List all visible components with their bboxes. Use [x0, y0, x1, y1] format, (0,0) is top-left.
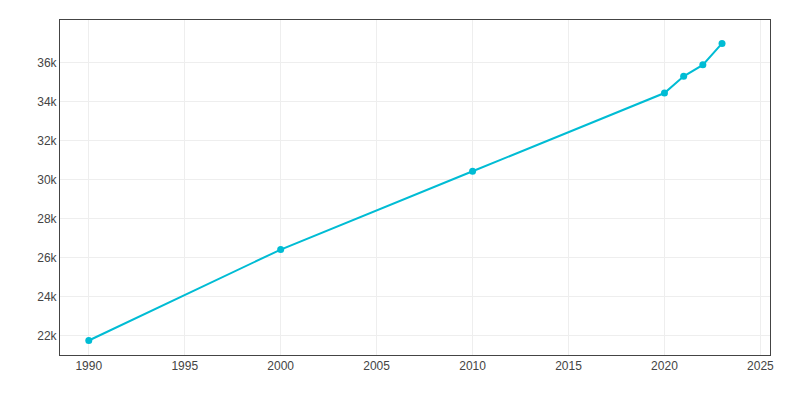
svg-text:2000: 2000	[267, 359, 294, 373]
svg-text:2025: 2025	[747, 359, 774, 373]
svg-text:2010: 2010	[459, 359, 486, 373]
svg-text:28k: 28k	[37, 212, 57, 226]
svg-text:22k: 22k	[37, 329, 57, 343]
svg-text:32k: 32k	[37, 134, 57, 148]
svg-text:1995: 1995	[171, 359, 198, 373]
svg-text:2015: 2015	[555, 359, 582, 373]
svg-text:24k: 24k	[37, 290, 57, 304]
svg-text:26k: 26k	[37, 251, 57, 265]
svg-text:2020: 2020	[651, 359, 678, 373]
svg-text:30k: 30k	[37, 173, 57, 187]
svg-text:2005: 2005	[363, 359, 390, 373]
svg-text:36k: 36k	[37, 56, 57, 70]
svg-text:1990: 1990	[75, 359, 102, 373]
svg-text:34k: 34k	[37, 95, 57, 109]
